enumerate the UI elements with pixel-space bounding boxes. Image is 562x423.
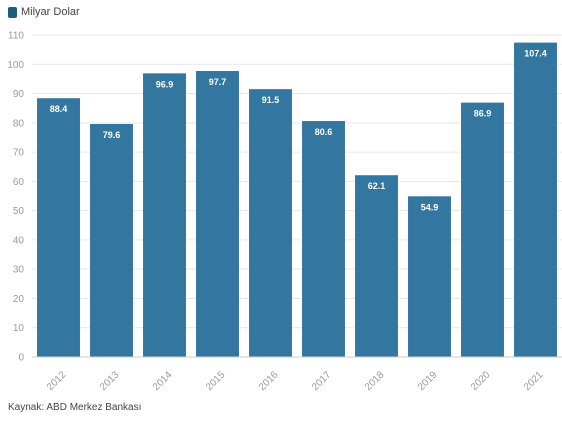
bar — [408, 196, 451, 357]
bar-value-label: 62.1 — [368, 181, 386, 191]
y-axis-ticks: 0 10 20 30 40 50 60 70 80 90 100 110 — [7, 31, 24, 364]
x-tick-label: 2020 — [469, 369, 493, 393]
x-tick-label: 2014 — [151, 369, 175, 393]
bar — [143, 73, 186, 357]
bar — [514, 42, 557, 358]
y-tick-label: 110 — [8, 31, 24, 42]
bar-value-label: 96.9 — [156, 79, 174, 89]
bar-labels: 88.4 79.6 96.9 97.7 91.5 80.6 62.1 54.9 86.9 107.… — [50, 49, 547, 213]
y-tick-label: 50 — [13, 206, 25, 217]
y-tick-label: 60 — [13, 177, 25, 188]
legend-swatch — [8, 6, 17, 18]
bar-value-label: 97.7 — [209, 77, 227, 87]
bar — [196, 71, 239, 357]
bar — [90, 123, 133, 357]
bar-value-label: 107.4 — [524, 49, 547, 59]
bar — [37, 98, 80, 357]
bar — [302, 121, 345, 357]
y-tick-label: 40 — [13, 235, 25, 246]
y-tick-label: 70 — [13, 148, 25, 159]
bar-value-label: 91.5 — [262, 95, 280, 105]
y-tick-label: 100 — [7, 60, 24, 71]
bar-value-label: 80.6 — [315, 127, 333, 137]
source-note: Kaynak: ABD Merkez Bankası — [8, 402, 142, 413]
x-tick-label: 2017 — [310, 369, 334, 393]
y-tick-label: 80 — [13, 118, 25, 129]
bar-chart: 0 10 20 30 40 50 60 70 80 90 100 110 88.4 79.6 96.9 97… — [7, 31, 562, 393]
x-tick-label: 2018 — [363, 369, 387, 393]
y-tick-label: 90 — [13, 89, 25, 100]
y-tick-label: 10 — [13, 323, 25, 334]
x-tick-label: 2021 — [522, 369, 546, 393]
bar — [461, 102, 504, 358]
bar — [355, 175, 398, 357]
bar-value-label: 86.9 — [474, 109, 492, 119]
y-tick-label: 20 — [13, 294, 25, 305]
x-tick-label: 2015 — [204, 369, 228, 393]
x-axis-ticks: 2012 2013 2014 2015 2016 2017 2018 2019 2020 2021 — [45, 369, 546, 393]
bar-value-label: 79.6 — [103, 130, 121, 140]
bars — [37, 42, 557, 358]
x-tick-label: 2012 — [45, 369, 69, 393]
bar — [249, 89, 292, 358]
legend: Milyar Dolar — [8, 4, 80, 20]
x-tick-label: 2013 — [98, 369, 122, 393]
x-tick-label: 2019 — [416, 369, 440, 393]
bar-value-label: 88.4 — [50, 104, 68, 114]
x-tick-label: 2016 — [257, 369, 281, 393]
legend-label: Milyar Dolar — [21, 6, 80, 18]
y-tick-label: 0 — [18, 353, 24, 364]
y-tick-label: 30 — [13, 265, 25, 276]
bar-value-label: 54.9 — [421, 202, 439, 212]
